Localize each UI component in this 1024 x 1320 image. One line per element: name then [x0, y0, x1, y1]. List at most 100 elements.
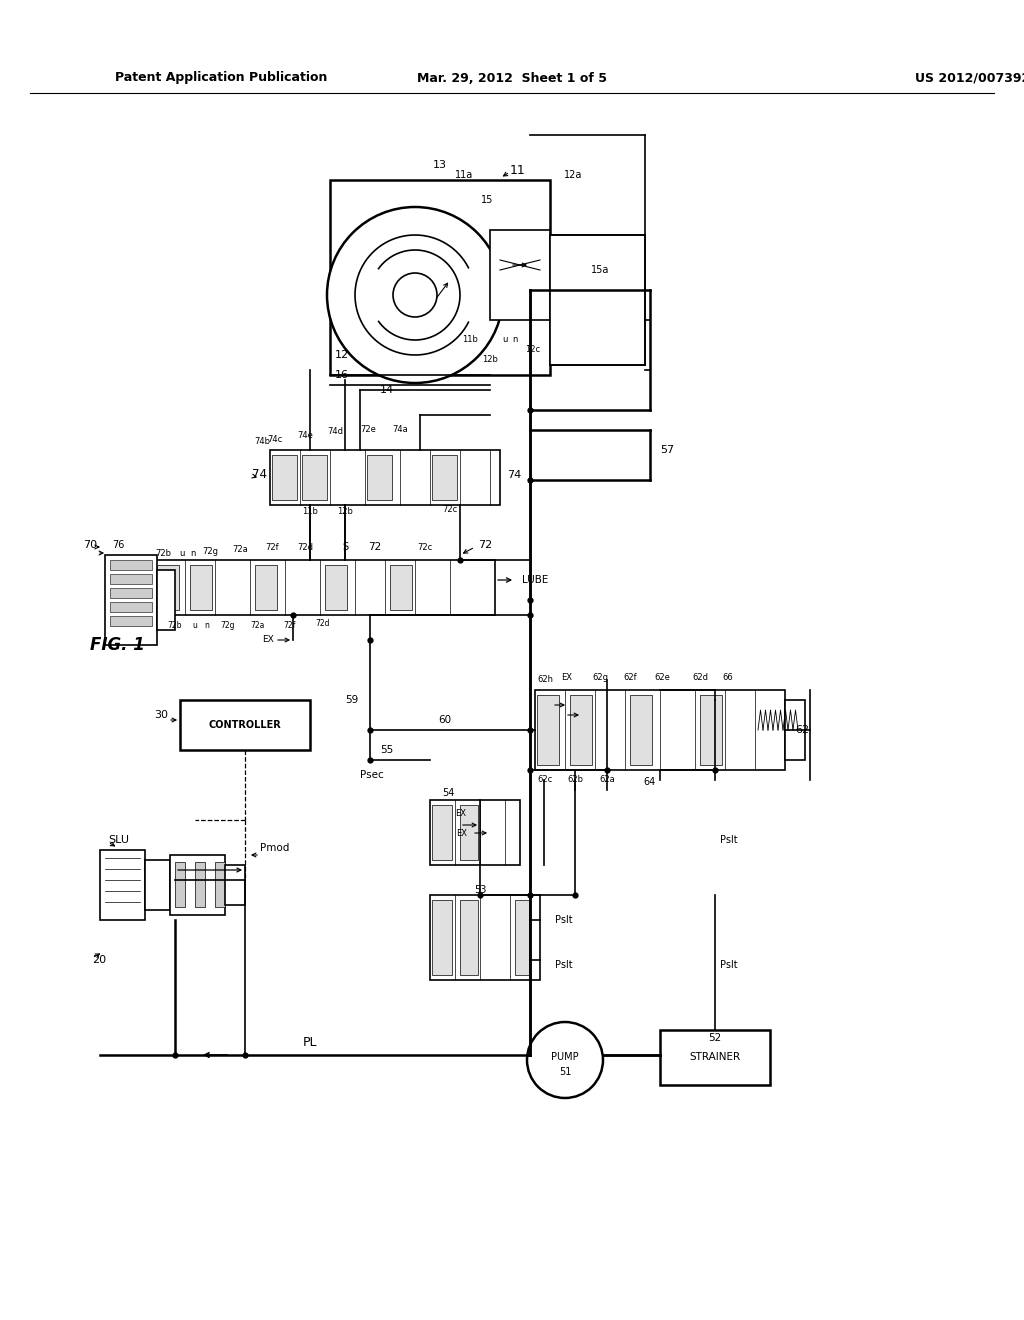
- Text: 72g: 72g: [221, 620, 236, 630]
- Text: 11b: 11b: [302, 507, 317, 516]
- Circle shape: [327, 207, 503, 383]
- Text: 62a: 62a: [599, 776, 614, 784]
- Text: n: n: [512, 335, 518, 345]
- Bar: [272, 455, 297, 500]
- Text: 72: 72: [369, 543, 382, 552]
- Bar: [630, 696, 652, 766]
- Text: 72b: 72b: [168, 620, 182, 630]
- Text: Pslt: Pslt: [720, 960, 737, 970]
- Text: 20: 20: [92, 954, 106, 965]
- Text: Pslt: Pslt: [555, 960, 572, 970]
- Bar: [110, 616, 152, 626]
- Text: PL: PL: [303, 1036, 317, 1049]
- Text: 70: 70: [83, 540, 97, 550]
- Bar: [432, 805, 452, 861]
- Text: 12a: 12a: [564, 170, 583, 180]
- Text: 74a: 74a: [392, 425, 408, 434]
- Text: 66: 66: [723, 673, 733, 682]
- Text: 64: 64: [644, 777, 656, 787]
- Text: Pslt: Pslt: [555, 915, 572, 925]
- Text: 30: 30: [154, 710, 168, 719]
- Text: Pslt: Pslt: [720, 836, 737, 845]
- Text: 14: 14: [380, 385, 394, 395]
- Bar: [195, 862, 205, 907]
- Text: EX: EX: [561, 673, 572, 682]
- Text: 72c: 72c: [442, 506, 458, 515]
- Text: 12b: 12b: [482, 355, 498, 364]
- Bar: [535, 690, 785, 770]
- Text: EX: EX: [262, 635, 273, 644]
- Text: u: u: [503, 335, 508, 345]
- Bar: [270, 450, 500, 506]
- Bar: [105, 554, 157, 645]
- Text: 72c: 72c: [418, 543, 432, 552]
- Bar: [110, 587, 152, 598]
- Text: 72f: 72f: [284, 620, 296, 630]
- Bar: [367, 455, 392, 500]
- Text: EX: EX: [456, 829, 467, 837]
- Bar: [157, 565, 179, 610]
- Text: 72g: 72g: [202, 546, 218, 556]
- Text: 72e: 72e: [360, 425, 376, 434]
- Text: CONTROLLER: CONTROLLER: [209, 719, 282, 730]
- Bar: [100, 850, 145, 920]
- Text: 74c: 74c: [267, 436, 283, 445]
- Text: 62d: 62d: [692, 673, 708, 682]
- Text: 57: 57: [660, 445, 674, 455]
- Text: 72b: 72b: [155, 549, 171, 557]
- Text: 74b: 74b: [254, 437, 270, 446]
- Text: 13: 13: [433, 160, 447, 170]
- Text: STRAINER: STRAINER: [689, 1052, 740, 1063]
- Text: 52: 52: [709, 1034, 722, 1043]
- Text: 11b: 11b: [462, 335, 478, 345]
- Bar: [570, 696, 592, 766]
- Bar: [490, 230, 550, 319]
- Bar: [110, 560, 152, 570]
- Text: Pmod: Pmod: [260, 843, 290, 853]
- Text: S: S: [342, 543, 348, 552]
- Text: Mar. 29, 2012  Sheet 1 of 5: Mar. 29, 2012 Sheet 1 of 5: [417, 71, 607, 84]
- Text: 62e: 62e: [654, 672, 670, 681]
- Text: SLU: SLU: [108, 836, 129, 845]
- Text: PUMP: PUMP: [551, 1052, 579, 1063]
- Text: 53: 53: [474, 884, 486, 895]
- Bar: [700, 696, 722, 766]
- Bar: [460, 805, 478, 861]
- Text: 62b: 62b: [567, 776, 583, 784]
- Bar: [325, 565, 347, 610]
- Text: 76: 76: [112, 540, 124, 550]
- Circle shape: [393, 273, 437, 317]
- Text: 74: 74: [507, 470, 521, 480]
- Bar: [255, 565, 278, 610]
- Bar: [180, 700, 310, 750]
- Bar: [110, 602, 152, 612]
- Text: Psec: Psec: [360, 770, 384, 780]
- Text: 51: 51: [559, 1067, 571, 1077]
- Text: 54: 54: [441, 788, 455, 799]
- Text: 62: 62: [795, 725, 809, 735]
- Bar: [390, 565, 412, 610]
- Text: 72d: 72d: [315, 619, 331, 628]
- Text: Patent Application Publication: Patent Application Publication: [115, 71, 328, 84]
- Bar: [190, 565, 212, 610]
- Text: 15a: 15a: [591, 265, 609, 275]
- Bar: [515, 900, 529, 975]
- Bar: [432, 900, 452, 975]
- Bar: [145, 861, 170, 909]
- Text: 62h: 62h: [537, 676, 553, 685]
- Text: 11a: 11a: [455, 170, 473, 180]
- Text: 62c: 62c: [538, 776, 553, 784]
- Text: 74d: 74d: [327, 428, 343, 437]
- Bar: [432, 455, 457, 500]
- Text: EX: EX: [455, 808, 466, 817]
- Text: 62g: 62g: [592, 672, 608, 681]
- Text: 72f: 72f: [265, 544, 279, 553]
- Text: n: n: [205, 620, 210, 630]
- Text: US 2012/0073924 A1: US 2012/0073924 A1: [915, 71, 1024, 84]
- Text: FIG. 1: FIG. 1: [90, 636, 144, 653]
- Text: LUBE: LUBE: [522, 576, 549, 585]
- Text: 72a: 72a: [251, 620, 265, 630]
- Text: 16: 16: [335, 370, 349, 380]
- Text: 15: 15: [481, 195, 494, 205]
- Bar: [302, 455, 327, 500]
